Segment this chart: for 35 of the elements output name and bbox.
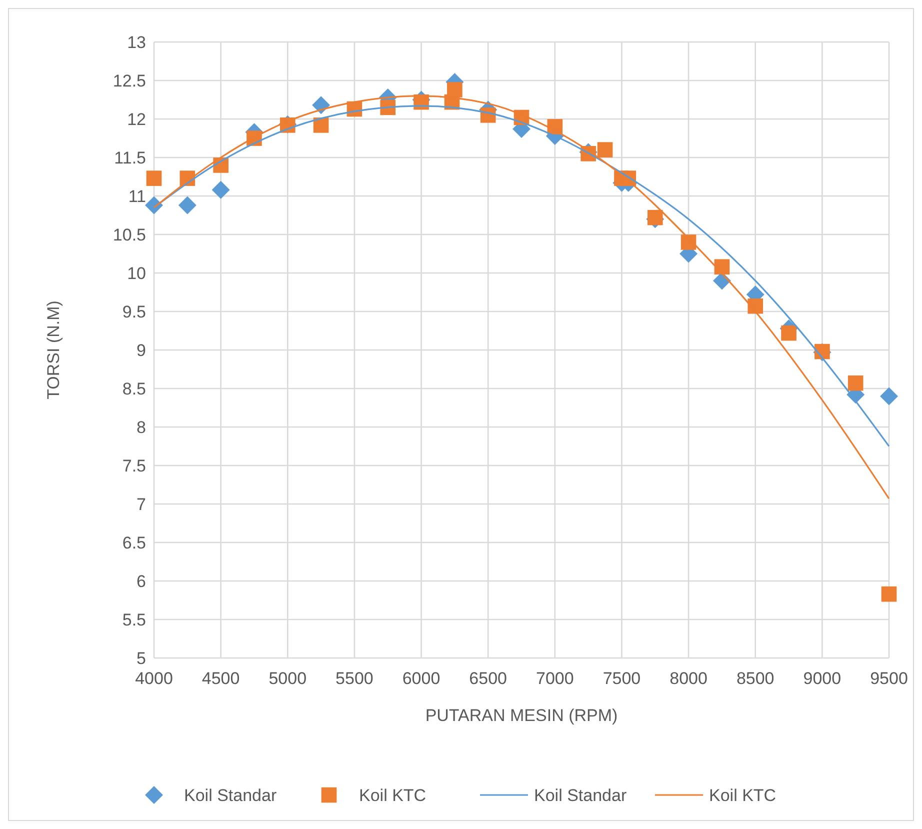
x-tick-label: 6500 xyxy=(469,669,508,688)
x-tick-label: 8500 xyxy=(736,669,774,688)
legend-label: Koil Standar xyxy=(184,786,277,805)
y-tick-label: 12 xyxy=(127,110,146,129)
y-tick-label: 6.5 xyxy=(122,533,146,552)
x-tick-label: 7500 xyxy=(602,669,641,688)
x-tick-label: 9500 xyxy=(870,669,908,688)
x-tick-label: 9000 xyxy=(803,669,842,688)
x-axis-title: PUTARAN MESIN (RPM) xyxy=(425,706,618,725)
x-tick-label: 4000 xyxy=(135,669,173,688)
y-tick-label: 10 xyxy=(127,264,146,283)
y-tick-label: 7.5 xyxy=(122,456,146,476)
x-tick-label: 6000 xyxy=(402,669,440,688)
y-tick-label: 8 xyxy=(136,418,146,437)
y-tick-label: 11 xyxy=(128,186,146,206)
legend-label: Koil KTC xyxy=(709,786,776,805)
y-tick-label: 10.5 xyxy=(112,225,146,244)
y-tick-label: 5 xyxy=(136,648,146,668)
y-tick-label: 11.5 xyxy=(114,148,146,168)
x-tick-label: 5000 xyxy=(268,669,307,688)
y-tick-label: 5.5 xyxy=(122,610,146,630)
legend-label: Koil Standar xyxy=(534,786,627,805)
y-tick-label: 7 xyxy=(136,494,146,514)
x-tick-label: 5500 xyxy=(336,669,374,688)
y-tick-label: 9 xyxy=(136,340,146,360)
y-tick-label: 8.5 xyxy=(122,379,146,398)
x-tick-label: 7000 xyxy=(536,669,574,688)
x-tick-label: 8000 xyxy=(670,669,708,688)
y-tick-label: 9.5 xyxy=(122,302,146,322)
y-tick-label: 6 xyxy=(136,572,146,591)
y-tick-label: 13 xyxy=(127,32,146,52)
x-tick-label: 4500 xyxy=(202,669,240,688)
y-axis-title: TORSI (N.M) xyxy=(44,300,63,400)
legend-label: Koil KTC xyxy=(359,786,426,805)
y-tick-label: 12.5 xyxy=(112,71,146,90)
